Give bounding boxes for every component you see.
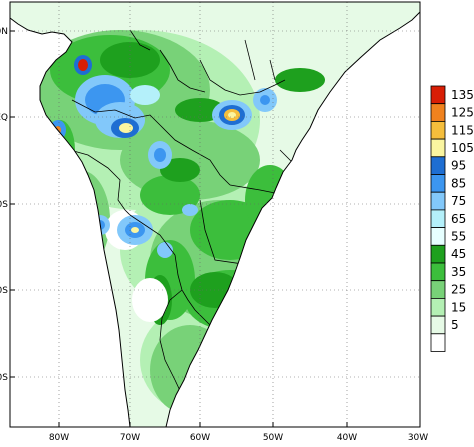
- colorbar-swatch: [430, 262, 446, 282]
- colorbar-swatch: [430, 138, 446, 158]
- colorbar-swatch: [430, 174, 446, 193]
- colorbar-swatch: [430, 280, 446, 299]
- colorbar-label: 75: [451, 194, 466, 208]
- colorbar-swatch: [430, 121, 446, 140]
- colorbar-swatch: [430, 333, 446, 352]
- colorbar-swatch: [430, 209, 446, 228]
- colorbar-label: 15: [451, 300, 466, 314]
- colorbar-label: 125: [451, 106, 474, 120]
- colorbar-swatch: [430, 227, 446, 246]
- lon-label-40w: 40W: [337, 433, 357, 443]
- lat-label-eq: EQ: [0, 113, 8, 123]
- colorbar-label: 135: [451, 88, 474, 102]
- lat-label-10n: 10N: [0, 27, 8, 37]
- colorbar: 135 125 115 105 95 85 75 65 55 45 35 25 15 5: [430, 85, 474, 352]
- lat-label-10s: 10S: [0, 200, 8, 210]
- colorbar-label: 35: [451, 265, 466, 279]
- lon-label-50w: 50W: [263, 433, 283, 443]
- map-frame: [9, 1, 421, 428]
- colorbar-label: 115: [451, 123, 474, 137]
- grid-lines: [10, 2, 420, 427]
- colorbar-swatch: [430, 315, 446, 335]
- lat-label-20s: 20S: [0, 286, 8, 296]
- colorbar-swatch: [430, 103, 446, 122]
- colorbar-label: 105: [451, 141, 474, 155]
- colorbar-label: 45: [451, 247, 466, 261]
- colorbar-label: 25: [451, 283, 466, 297]
- colorbar-swatch: [430, 156, 446, 175]
- lat-label-30s: 30S: [0, 373, 8, 383]
- lon-label-80w: 80W: [49, 433, 69, 443]
- colorbar-swatch: [430, 244, 446, 264]
- tick-marks: [10, 30, 421, 427]
- colorbar-label: 65: [451, 212, 466, 226]
- colorbar-swatch: [430, 297, 446, 317]
- colorbar-label: 95: [451, 159, 466, 173]
- colorbar-label: 85: [451, 176, 466, 190]
- colorbar-swatch: [430, 191, 446, 211]
- lon-label-30w: 30W: [408, 433, 428, 443]
- lon-label-70w: 70W: [120, 433, 140, 443]
- colorbar-swatch: [430, 85, 446, 105]
- lon-label-60w: 60W: [190, 433, 210, 443]
- colorbar-label: 5: [451, 318, 459, 332]
- colorbar-label: 55: [451, 229, 466, 243]
